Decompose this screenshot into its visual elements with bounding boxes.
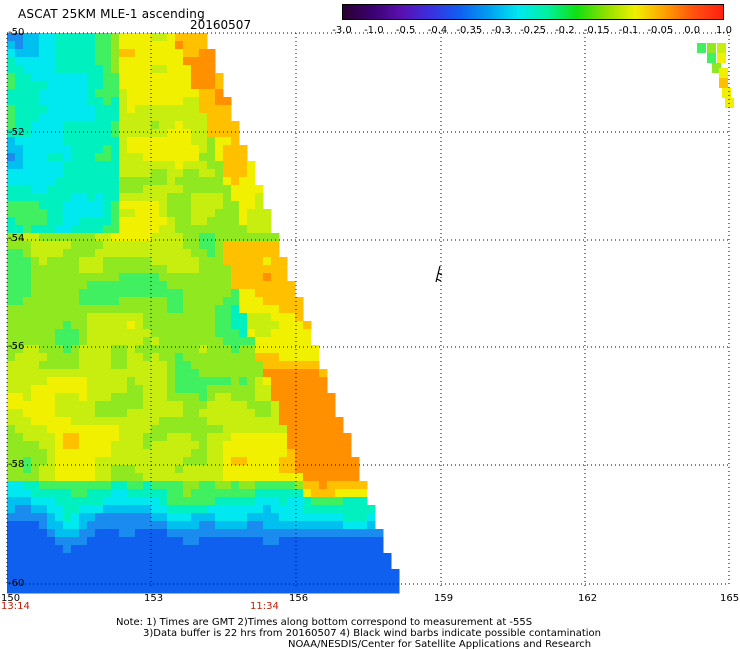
lat-label-56: -56 (8, 341, 25, 352)
lon-label-156: 156 (289, 593, 309, 604)
wind-barb-icon (435, 265, 443, 283)
map-plot (6, 32, 734, 594)
colorbar-tick: -0.25 (520, 25, 546, 36)
colorbar-tick: -1.0 (364, 25, 384, 36)
lat-label-54: -54 (8, 233, 25, 244)
swath-map (6, 32, 734, 594)
colorbar-tick: -0.1 (618, 25, 639, 36)
colorbar-tick: 1.0 (716, 25, 732, 36)
lon-label-165: 165 (720, 593, 740, 604)
colorbar-tick: 0.0 (684, 25, 701, 36)
colorbar-tick: -0.3 (491, 25, 511, 36)
note-line-3: NOAA/NESDIS/Center for Satellite Applica… (288, 639, 592, 650)
lat-label-58: -58 (8, 459, 25, 470)
colorbar-tick: -0.15 (583, 25, 610, 36)
note-line-1: Note: 1) Times are GMT 2)Times along bot… (116, 617, 533, 628)
map-date: 20160507 (190, 18, 252, 32)
note-line-2: 3)Data buffer is 22 hrs from 20160507 4)… (143, 628, 601, 639)
time-label-mid: 11:34 (250, 601, 279, 612)
lat-label-50: -50 (8, 27, 25, 38)
map-title: ASCAT 25KM MLE-1 ascending (18, 7, 205, 21)
lat-label-60: -60 (8, 578, 25, 589)
colorbar (342, 4, 724, 20)
colorbar-tick: -3.0 (332, 25, 352, 36)
colorbar-tick: -0.05 (647, 25, 674, 36)
colorbar-ticks: -3.0 -1.0 -0.5 -0.4 -0.35 -0.3 -0.25 -0.2 -0.15-… (330, 25, 732, 39)
colorbar-tick: -0.5 (395, 25, 416, 36)
lon-label-162: 162 (578, 593, 598, 604)
swath-cells (7, 33, 400, 594)
colorbar-tick: -0.4 (427, 25, 448, 36)
graticule (7, 33, 731, 586)
lon-label-159: 159 (434, 593, 454, 604)
map-frame (6, 32, 730, 585)
time-label-start: 13:14 (1, 601, 30, 612)
colorbar-tick: -0.2 (555, 25, 575, 36)
lon-label-153: 153 (144, 593, 164, 604)
swath-cells-ne (697, 43, 734, 108)
lat-label-52: -52 (8, 127, 25, 138)
lon-label-150: 150 (1, 593, 21, 604)
colorbar-tick: -0.35 (456, 25, 483, 36)
